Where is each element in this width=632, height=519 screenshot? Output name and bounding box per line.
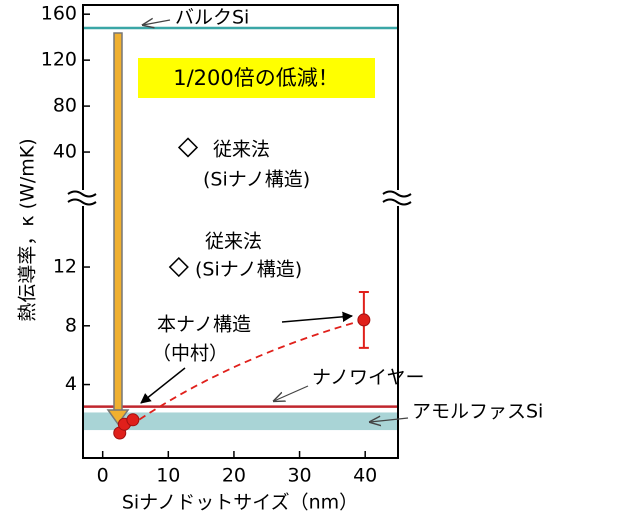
break-mask <box>74 190 92 206</box>
x-tick-label: 20 <box>222 465 246 487</box>
reduction-arrow-head <box>106 409 130 426</box>
annotation: (Siナノ構造) <box>203 169 310 191</box>
annotation-arrow <box>281 311 354 323</box>
y-tick-label: 12 <box>53 256 77 278</box>
annotation-arrow <box>274 385 309 401</box>
annotation: ナノワイヤー <box>312 367 424 389</box>
y-tick-label: 80 <box>53 95 77 117</box>
y-tick-label: 40 <box>53 141 77 163</box>
x-axis-label: Siナノドットサイズ（nm） <box>122 492 358 514</box>
annotation: バルクSi <box>175 7 249 29</box>
diamond-marker <box>168 256 189 278</box>
annotation-arrow <box>143 20 171 25</box>
x-tick-label: 0 <box>97 465 109 487</box>
axis-break <box>67 190 412 206</box>
x-tick-label: 40 <box>353 465 377 487</box>
data-point <box>126 413 140 427</box>
annotation: アモルファスSi <box>412 401 543 423</box>
y-tick-label: 160 <box>41 3 77 25</box>
x-tick-label: 30 <box>287 465 311 487</box>
annotation: （中村） <box>152 343 228 365</box>
y-tick-label: 4 <box>65 373 77 395</box>
annotation: 本ナノ構造 <box>157 314 251 336</box>
plot-frame <box>82 4 399 459</box>
data-point <box>357 313 371 327</box>
break-mask <box>389 190 407 206</box>
highlight-box <box>138 58 375 98</box>
reduction-arrow <box>113 32 123 414</box>
y-axis-label: 熱伝導率，κ (W/mK) <box>17 138 39 321</box>
y-tick-label: 120 <box>41 49 77 71</box>
amorphous-band <box>83 412 398 431</box>
annotation: 従来法 <box>205 231 262 253</box>
y-tick-label: 8 <box>65 314 77 336</box>
highlight-text: 1/200倍の低減！ <box>173 66 339 90</box>
annotation-arrow <box>370 418 409 422</box>
trend-line <box>119 319 365 434</box>
annotation: 従来法 <box>213 139 270 161</box>
diamond-marker <box>177 137 199 158</box>
annotation-arrow <box>140 367 186 404</box>
annotation: (Siナノ構造) <box>195 259 302 281</box>
x-tick-label: 10 <box>156 465 180 487</box>
